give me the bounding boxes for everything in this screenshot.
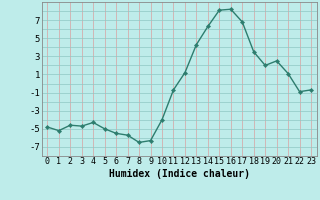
X-axis label: Humidex (Indice chaleur): Humidex (Indice chaleur) bbox=[109, 169, 250, 179]
